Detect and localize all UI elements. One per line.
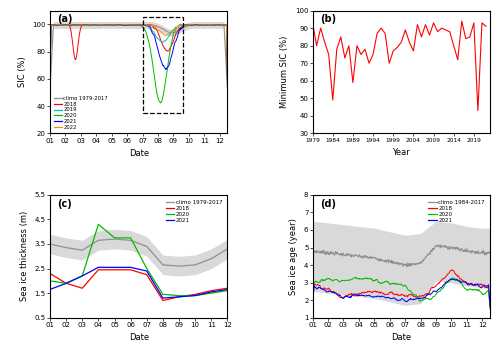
- Y-axis label: SIC (%): SIC (%): [18, 56, 27, 88]
- Y-axis label: Sea ice age (year): Sea ice age (year): [290, 218, 298, 295]
- Legend: climo 1979-2017, 2018, 2019, 2020, 2021, 2022: climo 1979-2017, 2018, 2019, 2020, 2021,…: [52, 95, 109, 131]
- Text: (d): (d): [320, 198, 336, 209]
- Text: (a): (a): [57, 14, 72, 24]
- Text: (b): (b): [320, 14, 336, 24]
- Y-axis label: Sea ice thickness (m): Sea ice thickness (m): [20, 211, 29, 301]
- Y-axis label: Minimum SIC (%): Minimum SIC (%): [280, 36, 289, 108]
- X-axis label: Date: Date: [128, 149, 149, 158]
- X-axis label: Year: Year: [392, 148, 410, 157]
- Legend: climo 1979-2017, 2018, 2020, 2021: climo 1979-2017, 2018, 2020, 2021: [164, 198, 224, 226]
- X-axis label: Date: Date: [391, 334, 411, 342]
- X-axis label: Date: Date: [128, 334, 149, 342]
- Legend: climo 1984-2017, 2018, 2020, 2021: climo 1984-2017, 2018, 2020, 2021: [426, 198, 487, 226]
- Bar: [142, 17, 184, 113]
- Text: (c): (c): [57, 198, 72, 209]
